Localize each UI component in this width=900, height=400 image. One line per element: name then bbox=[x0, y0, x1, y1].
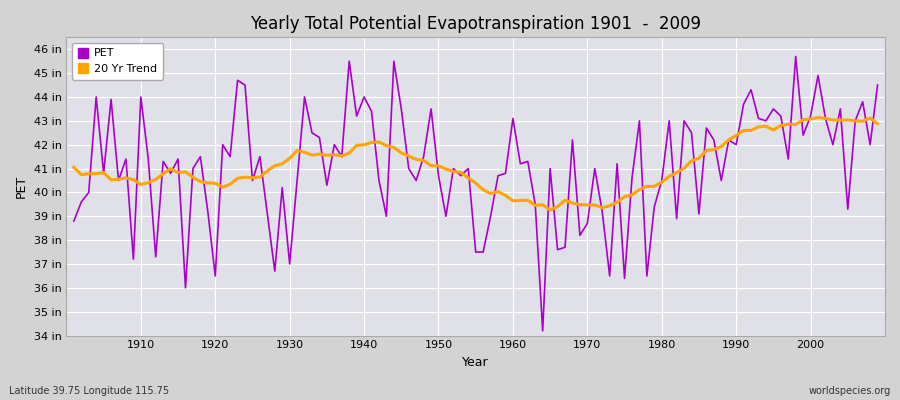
Legend: PET, 20 Yr Trend: PET, 20 Yr Trend bbox=[72, 43, 163, 80]
Title: Yearly Total Potential Evapotranspiration 1901  -  2009: Yearly Total Potential Evapotranspiratio… bbox=[250, 15, 701, 33]
Text: Latitude 39.75 Longitude 115.75: Latitude 39.75 Longitude 115.75 bbox=[9, 386, 169, 396]
X-axis label: Year: Year bbox=[463, 356, 489, 369]
Y-axis label: PET: PET bbox=[15, 175, 28, 198]
Text: worldspecies.org: worldspecies.org bbox=[809, 386, 891, 396]
